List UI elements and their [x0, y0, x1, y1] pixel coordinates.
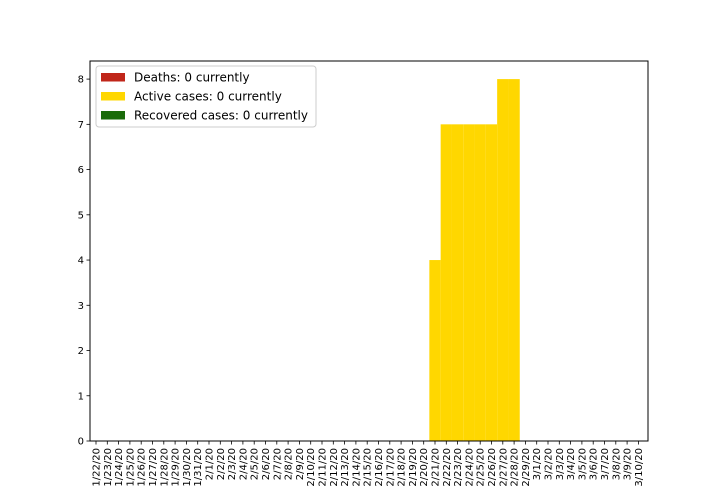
y-tick-label: 0 — [78, 437, 84, 448]
x-tick-label: 2/29/20 — [521, 448, 532, 487]
x-tick-label: 2/16/20 — [374, 448, 385, 487]
x-tick-label: 2/11/20 — [318, 448, 329, 487]
y-tick-label: 3 — [78, 301, 84, 312]
x-tick-label: 2/27/20 — [498, 448, 509, 487]
bar-series-1-31 — [440, 124, 452, 441]
x-tick-label: 1/25/20 — [125, 448, 136, 487]
x-tick-label: 3/1/20 — [532, 448, 543, 480]
x-tick-label: 1/27/20 — [148, 448, 159, 487]
x-tick-label: 2/22/20 — [442, 448, 453, 487]
legend-swatch — [101, 73, 125, 82]
bar-series-1-30 — [429, 260, 441, 441]
bars-layer — [429, 79, 520, 441]
x-tick-label: 2/21/20 — [431, 448, 442, 487]
bar-series-1-32 — [451, 124, 464, 441]
x-tick-label: 3/9/20 — [623, 448, 634, 480]
x-tick-label: 2/15/20 — [363, 448, 374, 487]
x-tick-label: 2/17/20 — [385, 448, 396, 487]
x-tick-label: 2/24/20 — [464, 448, 475, 487]
x-tick-label: 2/3/20 — [227, 448, 238, 480]
legend-label: Recovered cases: 0 currently — [134, 108, 308, 122]
x-tick-label: 1/28/20 — [159, 448, 170, 487]
x-tick-label: 2/8/20 — [284, 448, 295, 480]
x-tick-label: 2/12/20 — [329, 448, 340, 487]
legend: Deaths: 0 currently Active cases: 0 curre… — [95, 65, 317, 128]
y-axis: 0 1 2 3 4 5 6 7 8 — [78, 75, 90, 448]
x-tick-label: 2/19/20 — [408, 448, 419, 487]
x-tick-label: 2/20/20 — [419, 448, 430, 487]
x-tick-label: 3/5/20 — [577, 448, 588, 480]
legend-swatch — [101, 111, 125, 120]
x-tick-label: 1/30/20 — [182, 448, 193, 487]
bar-series-1-35 — [485, 124, 498, 441]
x-tick-label: 2/13/20 — [340, 448, 351, 487]
y-tick-label: 5 — [78, 210, 84, 221]
x-tick-label: 2/25/20 — [476, 448, 487, 487]
x-tick-label: 2/2/20 — [216, 448, 227, 480]
bar-series-1-36 — [497, 79, 509, 441]
x-tick-label: 3/3/20 — [555, 448, 566, 480]
x-tick-label: 2/26/20 — [487, 448, 498, 487]
legend-label: Active cases: 0 currently — [134, 89, 282, 103]
bar-series-1-34 — [474, 124, 486, 441]
legend-label: Deaths: 0 currently — [134, 70, 250, 84]
x-tick-label: 2/14/20 — [351, 448, 362, 487]
plot-frame — [89, 60, 649, 442]
x-tick-label: 1/29/20 — [171, 448, 182, 487]
x-tick-label: 3/6/20 — [589, 448, 600, 480]
legend-box — [95, 65, 317, 128]
y-tick-label: 8 — [78, 75, 84, 86]
x-tick-label: 2/18/20 — [397, 448, 408, 487]
x-tick-label: 3/8/20 — [611, 448, 622, 480]
bar-series-1-37 — [508, 79, 520, 441]
x-tick-label: 3/10/20 — [634, 448, 645, 487]
x-axis: 1/22/20 1/23/20 1/24/20 1/25/20 1/26/20 1/27/… — [92, 441, 645, 487]
x-tick-label: 2/28/20 — [510, 448, 521, 487]
x-tick-label: 2/7/20 — [272, 448, 283, 480]
x-tick-label: 2/23/20 — [453, 448, 464, 487]
x-tick-label: 2/9/20 — [295, 448, 306, 480]
bar-series-1-33 — [463, 124, 475, 441]
x-tick-label: 2/4/20 — [238, 448, 249, 480]
x-tick-label: 3/7/20 — [600, 448, 611, 480]
y-tick-label: 4 — [78, 256, 84, 267]
y-tick-label: 7 — [78, 120, 84, 131]
x-tick-label: 1/26/20 — [137, 448, 148, 487]
y-tick-label: 6 — [78, 165, 84, 176]
x-tick-label: 2/10/20 — [306, 448, 317, 487]
x-tick-label: 3/4/20 — [566, 448, 577, 480]
x-tick-label: 2/1/20 — [205, 448, 216, 480]
y-tick-label: 1 — [78, 391, 84, 402]
x-tick-label: 1/22/20 — [92, 448, 103, 487]
x-tick-label: 1/31/20 — [193, 448, 204, 487]
y-tick-label: 2 — [78, 346, 84, 357]
x-tick-label: 1/23/20 — [103, 448, 114, 487]
x-tick-label: 1/24/20 — [114, 448, 125, 487]
x-tick-label: 2/5/20 — [250, 448, 261, 480]
x-tick-label: 3/2/20 — [544, 448, 555, 480]
legend-swatch — [101, 92, 125, 101]
x-tick-label: 2/6/20 — [261, 448, 272, 480]
